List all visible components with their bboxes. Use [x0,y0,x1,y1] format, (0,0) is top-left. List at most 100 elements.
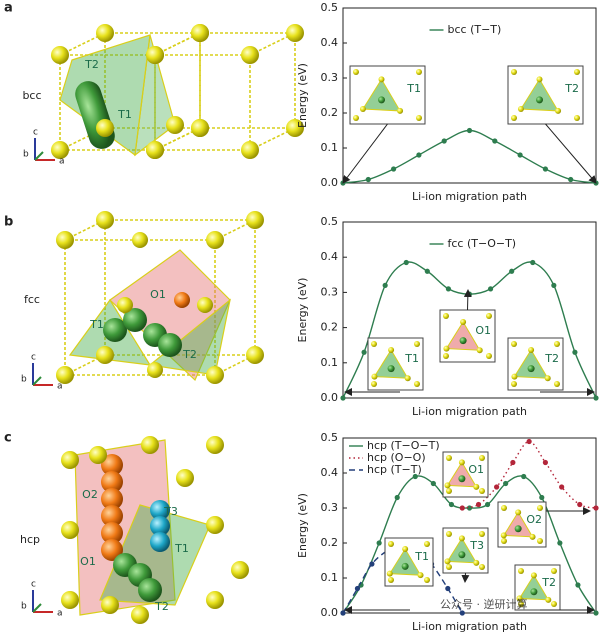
atom [96,346,114,364]
inset-atom [446,531,452,537]
inset-atom [446,564,452,570]
inset-atom [417,572,424,579]
axis-label: a [57,382,63,392]
watermark: 公众号 · 逆研计算 [440,597,528,611]
inset-atom [518,568,524,574]
y-tick-label: 0.2 [321,536,339,549]
axis-arrow [34,151,44,161]
data-point [430,480,436,487]
atom [96,24,114,42]
inset-atom [479,488,485,494]
inset-ion [514,525,522,533]
plot-frame [342,437,597,614]
inset-atom [528,346,535,353]
legend-label: hcp (T−T) [367,463,422,476]
y-axis-label: Energy (eV) [296,493,309,558]
inset-atom [500,532,507,539]
inset-atom [446,488,452,494]
atom [246,211,264,229]
inset-atom [473,483,480,490]
atom [197,297,213,313]
y-tick-label: 0.0 [321,606,339,619]
inset-ion [458,475,466,483]
inset-label: T1 [414,550,429,563]
inset-polyhedron [445,320,481,351]
inset-atom [511,373,518,380]
y-tick-label: 0.1 [321,571,339,584]
atom [241,141,259,159]
inset-polyhedron [362,78,401,112]
site-label: T2 [84,58,99,71]
inset-label: T1 [404,352,419,365]
site-label: T1 [89,318,104,331]
data-point [416,152,422,158]
y-tick-label: 0.4 [321,466,339,479]
data-point [445,286,452,292]
inset-atom [511,341,517,347]
inset-atom [544,375,551,382]
atom [141,436,159,454]
plot-frame [342,7,597,184]
inset-label: T2 [564,82,579,95]
inset-label: O1 [468,463,484,476]
arrow [545,123,597,184]
inset-atom [537,538,543,544]
data-point [503,480,509,487]
inset-atom [353,115,359,121]
data-point [593,505,599,511]
atom [51,46,69,64]
panel-label: a [4,1,13,16]
atom [206,591,224,609]
y-tick-label: 0.5 [321,1,339,14]
data-point [568,176,574,183]
inset-atom [359,106,366,113]
inset-ion [459,337,467,345]
inset-atom [486,353,492,359]
atom [206,436,224,454]
structure-label: fcc [24,293,40,306]
inset-atom [402,546,409,553]
data-point [484,501,491,508]
data-point [445,585,451,592]
y-axis-label: Energy (eV) [296,278,309,343]
inset-polyhedron [513,348,549,379]
data-point [593,610,599,616]
axis-label: a [57,609,63,619]
inset-atom [446,455,452,461]
y-tick-label: 0.2 [321,321,339,334]
arrow [342,123,388,184]
data-point [542,166,549,172]
inset-atom [371,373,378,380]
legend-label: hcp (T−O−T) [367,439,440,452]
inset-atom [371,341,377,347]
atom [206,231,224,249]
y-tick-label: 0.2 [321,106,339,119]
y-tick-label: 0.0 [321,391,339,404]
atom [61,451,79,469]
inset-label: T1 [406,82,421,95]
data-point [509,268,515,274]
atom [96,119,114,137]
data-point [466,127,473,134]
inset-atom [414,341,420,347]
data-point [340,395,346,401]
data-point [441,138,447,144]
inset-atom [444,482,451,489]
inset-label: T2 [541,576,556,589]
inset-atom [404,375,411,382]
atom [96,211,114,229]
legend-label: hcp (O−O) [367,451,426,464]
inset-atom [551,601,557,607]
y-tick-label: 0.5 [321,215,339,228]
atom [246,346,264,364]
axis-label: a [59,157,65,167]
polyhedron [99,504,211,606]
data-point [492,138,498,144]
site-label: O1 [150,288,166,301]
inset-atom [416,69,422,75]
atom [158,333,182,357]
data-point [517,152,523,158]
inset-polyhedron [373,348,409,379]
site-label: T2 [154,600,169,613]
arrow [463,289,472,311]
